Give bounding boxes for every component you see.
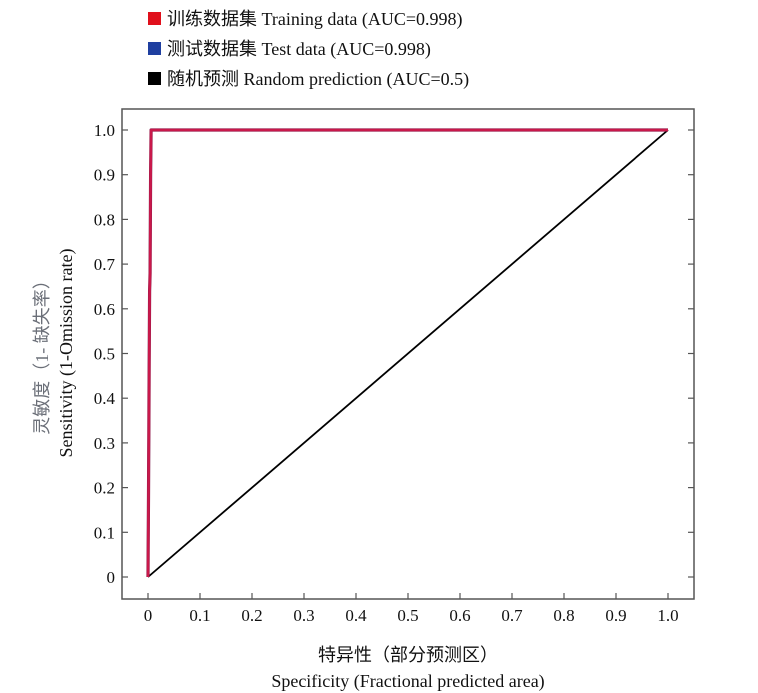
y-tick-label: 0.2 [94, 479, 115, 498]
x-tick-label: 0.5 [397, 606, 418, 625]
x-tick-label: 0.2 [241, 606, 262, 625]
y-tick-label: 0.7 [94, 255, 116, 274]
legend: 训练数据集 Training data (AUC=0.998) 测试数据集 Te… [148, 9, 469, 90]
x-tick-label: 0.3 [293, 606, 314, 625]
x-tick-label: 0.6 [449, 606, 470, 625]
y-tick-label: 1.0 [94, 121, 115, 140]
x-axis-label: Specificity (Fractional predicted area) [271, 671, 544, 692]
x-tick-label: 0 [144, 606, 153, 625]
x-tick-label: 1.0 [657, 606, 678, 625]
y-axis-ticks: 0 0.1 0.2 0.3 0.4 0.5 0.6 0.7 0.8 0.9 1.0 [94, 121, 694, 587]
x-tick-label: 0.4 [345, 606, 367, 625]
x-tick-label: 0.9 [605, 606, 626, 625]
y-tick-label: 0.8 [94, 210, 115, 229]
series-line-random [147, 129, 669, 578]
legend-swatch-training [148, 12, 161, 25]
x-tick-label: 0.1 [189, 606, 210, 625]
legend-label-training: 训练数据集 Training data (AUC=0.998) [167, 9, 462, 30]
legend-label-random: 随机预测 Random prediction (AUC=0.5) [167, 69, 469, 90]
series-lines [146, 128, 669, 578]
y-axis-label: Sensitivity (1-Omission rate) [56, 249, 77, 458]
y-tick-label: 0.4 [94, 389, 116, 408]
y-tick-label: 0.1 [94, 523, 115, 542]
legend-item-training: 训练数据集 Training data (AUC=0.998) [148, 9, 462, 30]
y-tick-label: 0.3 [94, 434, 115, 453]
legend-item-test: 测试数据集 Test data (AUC=0.998) [148, 39, 431, 60]
legend-label-test: 测试数据集 Test data (AUC=0.998) [167, 39, 431, 60]
x-axis-ticks: 0 0.1 0.2 0.3 0.4 0.5 0.6 0.7 0.8 0.9 1.0 [144, 593, 679, 625]
x-axis-label-cn: 特异性（部分预测区） [318, 645, 498, 665]
x-tick-label: 0.7 [501, 606, 523, 625]
y-tick-label: 0.6 [94, 300, 115, 319]
legend-item-random: 随机预测 Random prediction (AUC=0.5) [148, 69, 469, 90]
legend-swatch-test [148, 42, 161, 55]
y-tick-label: 0.9 [94, 166, 115, 185]
x-tick-label: 0.8 [553, 606, 574, 625]
legend-swatch-random [148, 72, 161, 85]
y-axis-label-cn: 灵敏度（1- 缺失率） [32, 271, 52, 435]
series-line-training [146, 128, 668, 578]
y-tick-label: 0 [107, 568, 116, 587]
y-tick-label: 0.5 [94, 345, 115, 364]
